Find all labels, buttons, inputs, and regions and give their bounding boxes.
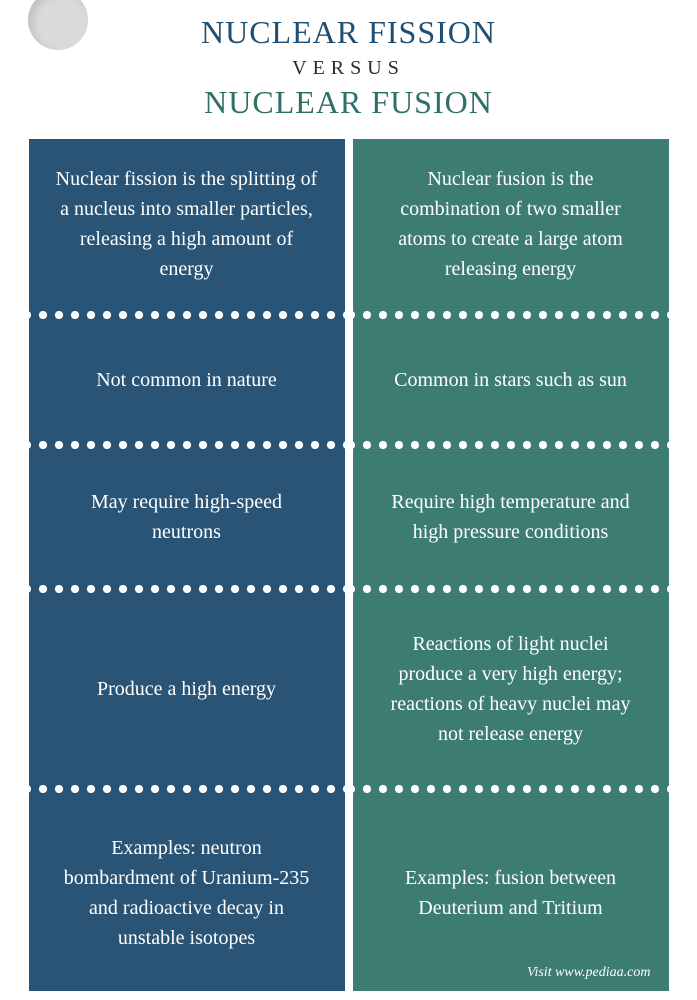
table-row: Examples: neutron bombardment of Uranium… <box>29 795 669 991</box>
cell-fission: Produce a high energy <box>29 595 349 783</box>
cell-text: Produce a high energy <box>97 674 276 704</box>
cell-text: Reactions of light nuclei produce a very… <box>379 629 643 749</box>
cell-fission: Not common in nature <box>29 321 349 439</box>
title-fusion: NUCLEAR FUSION <box>0 84 697 121</box>
divider-right <box>349 439 669 451</box>
cell-text: Common in stars such as sun <box>394 365 627 395</box>
versus-label: VERSUS <box>0 57 697 80</box>
cell-text: Nuclear fission is the splitting of a nu… <box>55 164 319 284</box>
cell-text: Examples: neutron bombardment of Uranium… <box>55 833 319 953</box>
table-row: Produce a high energy Reactions of light… <box>29 595 669 783</box>
cell-fusion: Common in stars such as sun <box>349 321 669 439</box>
row-divider <box>29 439 669 451</box>
cell-fission: Nuclear fission is the splitting of a nu… <box>29 139 349 309</box>
table-row: May require high-speed neutrons Require … <box>29 451 669 583</box>
divider-left <box>29 583 349 595</box>
cell-text: May require high-speed neutrons <box>55 487 319 547</box>
divider-right <box>349 309 669 321</box>
cell-fusion: Reactions of light nuclei produce a very… <box>349 595 669 783</box>
divider-right <box>349 583 669 595</box>
title-fission: NUCLEAR FISSION <box>0 14 697 51</box>
cell-text: Examples: fusion between Deuterium and T… <box>379 863 643 923</box>
cell-fission: May require high-speed neutrons <box>29 451 349 583</box>
header: NUCLEAR FISSION VERSUS NUCLEAR FUSION <box>0 0 697 139</box>
table-row: Nuclear fission is the splitting of a nu… <box>29 139 669 309</box>
cell-text: Nuclear fusion is the combination of two… <box>379 164 643 284</box>
comparison-table: Nuclear fission is the splitting of a nu… <box>29 139 669 991</box>
cell-fusion: Nuclear fusion is the combination of two… <box>349 139 669 309</box>
cell-text: Not common in nature <box>96 365 277 395</box>
divider-left <box>29 783 349 795</box>
source-credit: Visit www.pediaa.com <box>527 962 651 983</box>
row-divider <box>29 309 669 321</box>
divider-left <box>29 439 349 451</box>
row-divider <box>29 783 669 795</box>
divider-left <box>29 309 349 321</box>
divider-right <box>349 783 669 795</box>
cell-text: Require high temperature and high pressu… <box>379 487 643 547</box>
cell-fusion: Examples: fusion between Deuterium and T… <box>349 795 669 991</box>
page: NUCLEAR FISSION VERSUS NUCLEAR FUSION Nu… <box>0 0 697 1000</box>
cell-fission: Examples: neutron bombardment of Uranium… <box>29 795 349 991</box>
row-divider <box>29 583 669 595</box>
table-row: Not common in nature Common in stars suc… <box>29 321 669 439</box>
cell-fusion: Require high temperature and high pressu… <box>349 451 669 583</box>
